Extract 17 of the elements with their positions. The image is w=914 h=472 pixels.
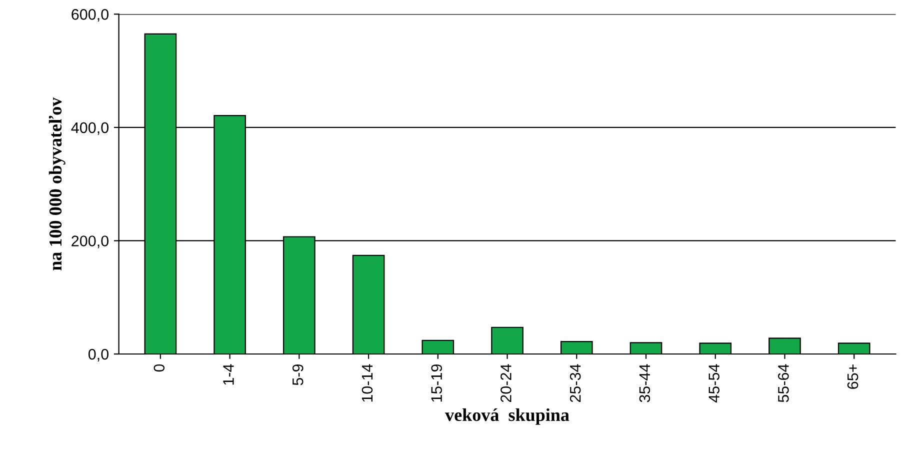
x-tick-label: 0 [154, 364, 165, 372]
x-tick-label: 35-44 [639, 364, 650, 402]
x-tick-label: 1-4 [223, 364, 234, 385]
x-axis-title: veková skupina [445, 408, 570, 425]
x-tick-label: 15-19 [431, 364, 442, 402]
y-tick-label: 0,0 [88, 348, 108, 362]
x-tick-label: 25-34 [570, 364, 581, 402]
x-tick-label: 55-64 [778, 364, 789, 402]
y-axis-title: na 100 000 obyvateľov [48, 97, 66, 270]
x-tick-label: 10-14 [362, 364, 373, 402]
x-tick-label: 65+ [847, 364, 858, 389]
y-tick-label: 600,0 [72, 9, 109, 22]
y-tick-label: 200,0 [72, 236, 109, 248]
x-tick-label: 5-9 [292, 364, 304, 386]
x-tick-label: 20-24 [500, 364, 512, 402]
y-tick-label: 400,0 [71, 122, 109, 135]
x-tick-label: 45-54 [708, 364, 720, 402]
